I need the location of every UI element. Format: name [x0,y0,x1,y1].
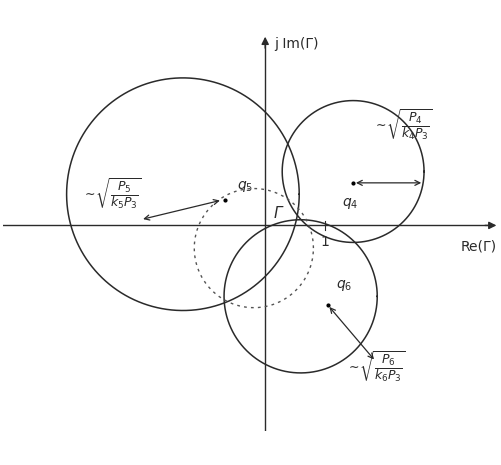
Text: $q_4$: $q_4$ [341,196,358,211]
Text: Γ: Γ [273,206,282,221]
Text: $\sim\!\sqrt{\dfrac{P_6}{k_6 P_3}}$: $\sim\!\sqrt{\dfrac{P_6}{k_6 P_3}}$ [345,350,405,385]
Text: Re(Γ): Re(Γ) [459,239,495,253]
Text: $\sim\!\sqrt{\dfrac{P_4}{k_4 P_3}}$: $\sim\!\sqrt{\dfrac{P_4}{k_4 P_3}}$ [372,108,432,143]
Text: $q_6$: $q_6$ [336,279,352,293]
Text: $q_5$: $q_5$ [236,179,253,194]
Text: j Im(Γ): j Im(Γ) [273,37,318,51]
Text: $\sim\!\sqrt{\dfrac{P_5}{k_5 P_3}}$: $\sim\!\sqrt{\dfrac{P_5}{k_5 P_3}}$ [82,177,142,212]
Text: 1: 1 [320,235,329,249]
